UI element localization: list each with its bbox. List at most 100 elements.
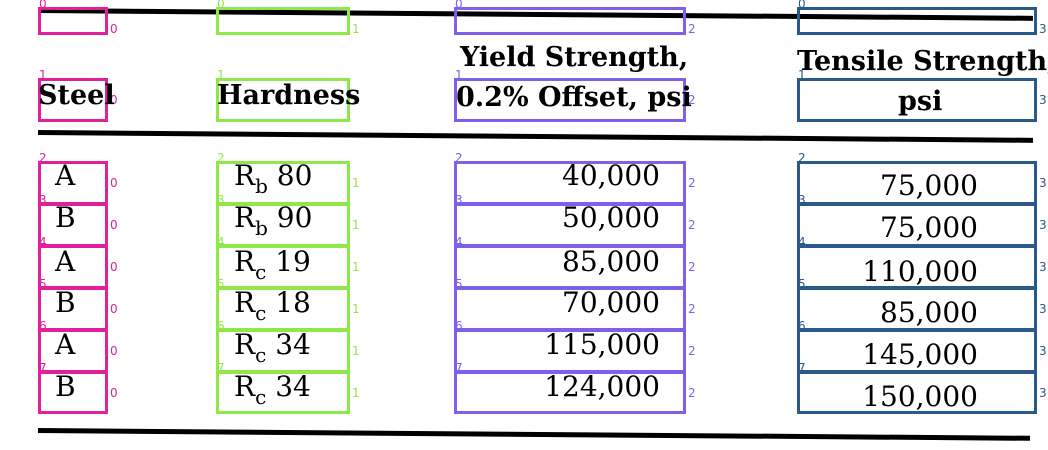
column-index-label: 2 — [688, 386, 696, 400]
header-yield-line1: Yield Strength, — [460, 42, 689, 73]
cell-box-r0-c3 — [797, 7, 1037, 35]
column-index-label: 3 — [1039, 344, 1047, 358]
row-index-label: 6 — [455, 319, 463, 333]
hardness-scale: b — [255, 174, 268, 198]
cell-tensile: 75,000 — [880, 211, 978, 244]
row-index-label: 5 — [455, 277, 463, 291]
column-index-label: 3 — [1039, 386, 1047, 400]
cell-box-r0-c1 — [216, 7, 350, 35]
column-index-label: 3 — [1039, 176, 1047, 190]
header-steel: Steel — [38, 80, 115, 111]
cell-tensile: 150,000 — [862, 380, 978, 413]
cell-hardness: Rc 18 — [234, 287, 311, 329]
row-index-label: 4 — [217, 235, 225, 249]
cell-tensile: 110,000 — [862, 255, 978, 288]
column-index-label: 2 — [688, 344, 696, 358]
row-index-label: 6 — [217, 319, 225, 333]
hardness-scale: c — [255, 260, 267, 284]
cell-box-r7-c1 — [216, 371, 350, 414]
cell-box-r1-c3 — [797, 78, 1037, 122]
cell-tensile: 145,000 — [862, 338, 978, 371]
row-index-label: 4 — [455, 235, 463, 249]
column-index-label: 1 — [352, 22, 360, 36]
column-index-label: 1 — [352, 93, 360, 107]
cell-steel: B — [55, 370, 76, 403]
row-index-label: 5 — [217, 277, 225, 291]
row-index-label: 6 — [39, 319, 47, 333]
column-index-label: 1 — [352, 176, 360, 190]
cell-steel: A — [55, 328, 76, 361]
row-index-label: 3 — [798, 193, 806, 207]
cell-yield: 40,000 — [562, 159, 660, 192]
row-index-label: 3 — [39, 193, 47, 207]
hardness-scale: b — [255, 216, 268, 240]
row-index-label: 7 — [798, 361, 806, 375]
cell-steel: B — [55, 201, 76, 234]
cell-yield: 124,000 — [544, 370, 660, 403]
cell-box-r1-c0 — [38, 78, 108, 122]
column-index-label: 2 — [688, 93, 696, 107]
cell-steel: A — [55, 245, 76, 278]
row-index-label: 5 — [39, 277, 47, 291]
header-bottom-rule — [37, 130, 1033, 143]
row-index-label: 3 — [455, 193, 463, 207]
column-index-label: 0 — [110, 93, 118, 107]
hardness-value: 18 — [266, 286, 311, 319]
column-index-label: 0 — [110, 260, 118, 274]
cell-box-r7-c0 — [38, 371, 108, 414]
column-index-label: 3 — [1039, 260, 1047, 274]
row-index-label: 2 — [217, 151, 225, 165]
column-index-label: 1 — [352, 260, 360, 274]
row-index-label: 2 — [39, 151, 47, 165]
hardness-scale: c — [255, 343, 267, 367]
row-index-label: 3 — [217, 193, 225, 207]
row-index-label: 0 — [217, 0, 225, 11]
column-index-label: 2 — [688, 302, 696, 316]
row-index-label: 1 — [798, 68, 806, 82]
column-index-label: 1 — [352, 218, 360, 232]
cell-steel: B — [55, 286, 76, 319]
column-index-label: 2 — [688, 176, 696, 190]
hardness-value: 34 — [266, 370, 311, 403]
row-index-label: 7 — [217, 361, 225, 375]
column-index-label: 0 — [110, 22, 118, 36]
row-index-label: 4 — [39, 235, 47, 249]
row-index-label: 0 — [455, 0, 463, 11]
column-index-label: 2 — [688, 218, 696, 232]
cell-yield: 50,000 — [562, 201, 660, 234]
row-index-label: 4 — [798, 235, 806, 249]
column-index-label: 0 — [110, 386, 118, 400]
cell-box-r7-c3 — [797, 371, 1037, 414]
cell-hardness: Rc 19 — [234, 246, 311, 288]
hardness-prefix: R — [234, 370, 256, 403]
column-index-label: 2 — [688, 260, 696, 274]
column-index-label: 3 — [1039, 302, 1047, 316]
hardness-value: 80 — [267, 159, 313, 192]
column-index-label: 0 — [110, 218, 118, 232]
row-index-label: 1 — [455, 68, 463, 82]
row-index-label: 2 — [455, 151, 463, 165]
row-index-label: 6 — [798, 319, 806, 333]
cell-hardness: Rb 80 — [234, 160, 312, 202]
header-hardness: Hardness — [217, 80, 361, 111]
row-index-label: 1 — [217, 68, 225, 82]
row-index-label: 2 — [798, 151, 806, 165]
row-index-label: 7 — [455, 361, 463, 375]
cell-box-r1-c1 — [216, 78, 350, 122]
cell-steel: A — [55, 159, 76, 192]
cell-tensile: 75,000 — [880, 169, 978, 202]
column-index-label: 3 — [1039, 22, 1047, 36]
hardness-scale: c — [255, 301, 267, 325]
column-index-label: 1 — [352, 302, 360, 316]
cell-box-r0-c2 — [454, 7, 686, 35]
hardness-value: 90 — [267, 201, 313, 234]
header-tensile-line1: Tensile Strength, — [797, 46, 1048, 77]
hardness-prefix: R — [234, 328, 256, 361]
column-index-label: 2 — [688, 22, 696, 36]
row-index-label: 5 — [798, 277, 806, 291]
column-index-label: 3 — [1039, 93, 1047, 107]
cell-box-r7-c2 — [454, 371, 686, 414]
row-index-label: 7 — [39, 361, 47, 375]
cell-hardness: Rc 34 — [234, 329, 311, 371]
column-index-label: 0 — [110, 344, 118, 358]
